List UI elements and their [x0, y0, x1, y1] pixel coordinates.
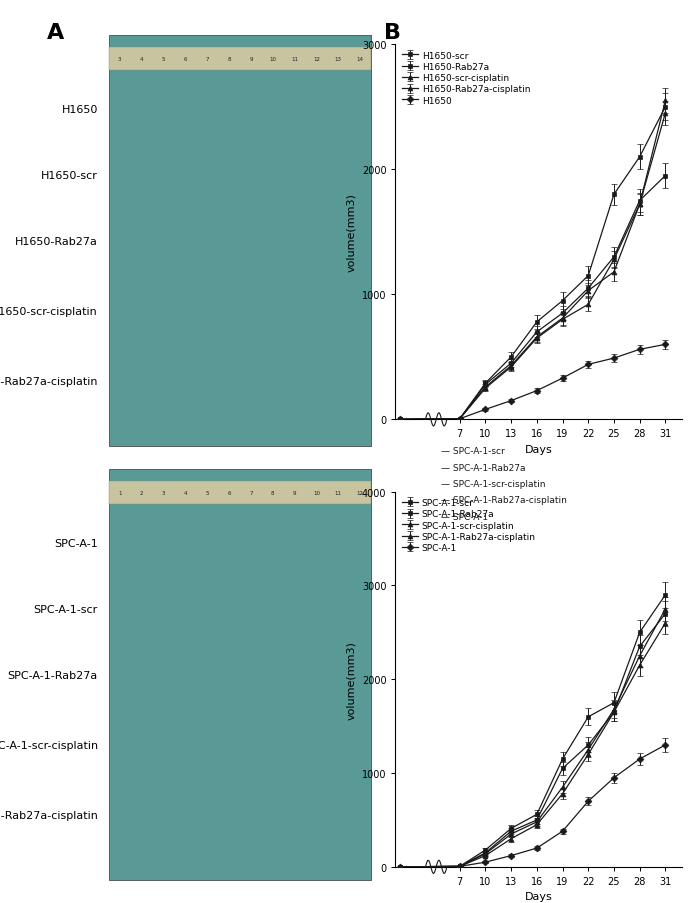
Text: 9: 9 [249, 57, 253, 62]
Y-axis label: volume(mm3): volume(mm3) [346, 193, 356, 272]
Text: — SPC-A-1-scr: — SPC-A-1-scr [441, 447, 505, 456]
Text: 11: 11 [291, 57, 298, 62]
Text: 1: 1 [118, 490, 122, 496]
Text: 11: 11 [335, 490, 342, 496]
Text: 4: 4 [183, 490, 187, 496]
Text: 14: 14 [356, 57, 363, 62]
Text: H1650-scr-cisplatin: H1650-scr-cisplatin [0, 306, 98, 316]
X-axis label: Days: Days [525, 891, 553, 901]
Text: H1650-Rab27a: H1650-Rab27a [15, 237, 98, 247]
Text: SPC-A-1-Rab27a: SPC-A-1-Rab27a [8, 670, 98, 680]
Text: 3: 3 [118, 57, 122, 62]
Text: — SPC-A-1-Rab27a-cisplatin: — SPC-A-1-Rab27a-cisplatin [441, 496, 567, 505]
Text: 7: 7 [249, 490, 253, 496]
Text: 5: 5 [162, 57, 165, 62]
Text: SPC-A-1-scr: SPC-A-1-scr [34, 604, 98, 614]
Text: H1650: H1650 [62, 105, 98, 115]
Text: 4: 4 [140, 57, 143, 62]
Text: 6: 6 [228, 490, 231, 496]
Text: — SPC-A-1-scr-cisplatin: — SPC-A-1-scr-cisplatin [441, 479, 545, 489]
Text: — SPC-A-1: — SPC-A-1 [441, 512, 488, 521]
FancyBboxPatch shape [109, 482, 371, 505]
Text: 5: 5 [206, 490, 209, 496]
Text: — SPC-A-1-Rab27a: — SPC-A-1-Rab27a [441, 463, 526, 472]
Text: SPC-A-1: SPC-A-1 [55, 538, 98, 548]
Text: 12: 12 [356, 490, 363, 496]
Text: 6: 6 [183, 57, 187, 62]
Text: H1650-scr: H1650-scr [41, 171, 98, 181]
Text: SPC-A-1-scr-cisplatin: SPC-A-1-scr-cisplatin [0, 740, 98, 749]
Text: 10: 10 [313, 490, 320, 496]
Text: 3: 3 [162, 490, 165, 496]
Legend: SPC-A-1-scr, SPC-A-1-Rab27a, SPC-A-1-scr-cisplatin, SPC-A-1-Rab27a-cisplatin, SP: SPC-A-1-scr, SPC-A-1-Rab27a, SPC-A-1-scr… [400, 497, 538, 554]
FancyBboxPatch shape [109, 470, 371, 880]
Text: 10: 10 [270, 57, 276, 62]
Text: 13: 13 [335, 57, 342, 62]
Y-axis label: volume(mm3): volume(mm3) [346, 640, 356, 719]
FancyBboxPatch shape [109, 36, 371, 447]
Text: A: A [48, 23, 64, 42]
Text: H1650-Rab27a-cisplatin: H1650-Rab27a-cisplatin [0, 377, 98, 386]
Text: 7: 7 [206, 57, 209, 62]
Text: 2: 2 [140, 490, 143, 496]
X-axis label: Days: Days [525, 444, 553, 454]
Text: 8: 8 [271, 490, 274, 496]
Text: SPC-A-1-Rab27a-cisplatin: SPC-A-1-Rab27a-cisplatin [0, 810, 98, 820]
Legend: H1650-scr, H1650-Rab27a, H1650-scr-cisplatin, H1650-Rab27a-cisplatin, H1650: H1650-scr, H1650-Rab27a, H1650-scr-cispl… [400, 50, 532, 107]
Text: 9: 9 [293, 490, 296, 496]
FancyBboxPatch shape [109, 49, 371, 71]
Text: B: B [384, 23, 400, 42]
Text: 8: 8 [228, 57, 231, 62]
Text: 12: 12 [313, 57, 320, 62]
